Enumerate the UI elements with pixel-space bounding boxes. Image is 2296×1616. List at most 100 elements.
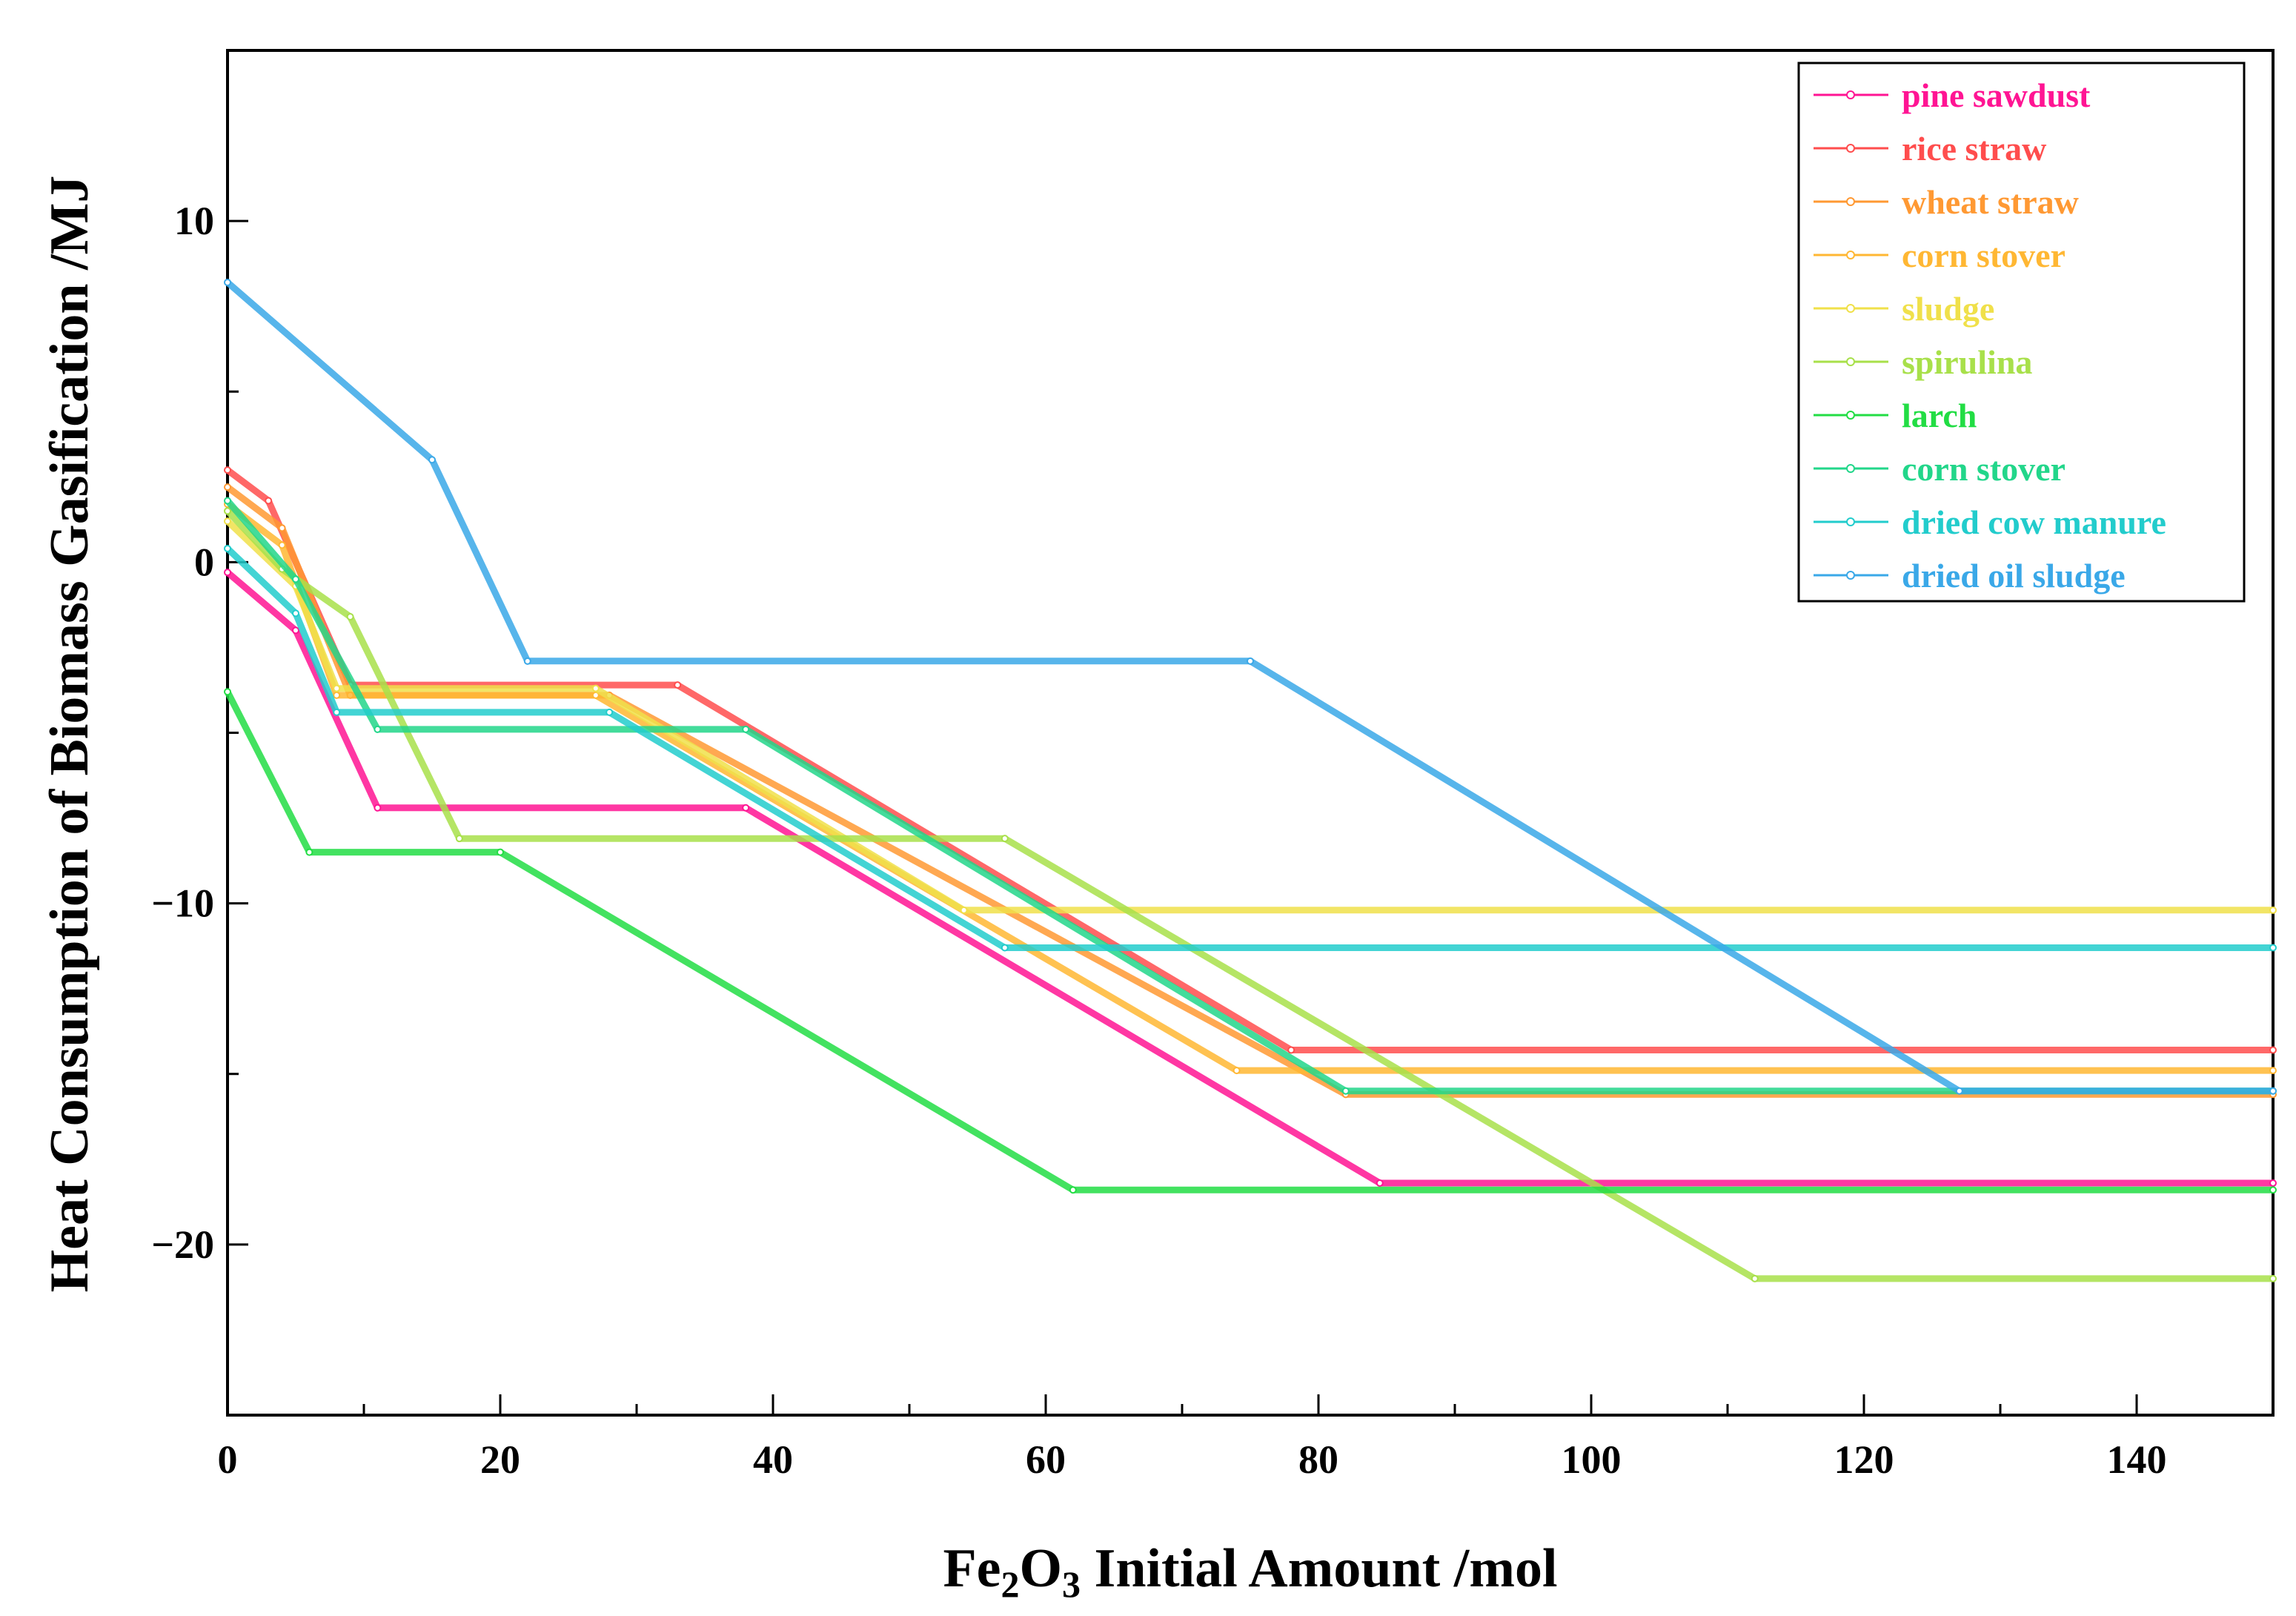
series-point <box>292 609 299 617</box>
legend: pine sawdust rice straw wheat straw corn st… <box>1797 62 2246 603</box>
legend-label: pine sawdust <box>1902 76 2091 114</box>
legend-swatch-marker <box>1846 197 1855 206</box>
series-line-5 <box>224 517 2277 914</box>
legend-swatch-marker <box>1846 251 1855 259</box>
series-point <box>674 681 682 689</box>
series-point <box>224 278 231 286</box>
x-axis-title: Fe2O3 Initial Amount /mol <box>943 1538 1557 1605</box>
series-point <box>742 804 750 812</box>
series-point <box>1069 1186 1077 1194</box>
legend-label: spirulina <box>1902 343 2032 381</box>
legend-swatch-marker <box>1846 411 1855 420</box>
series-point <box>1232 1067 1241 1075</box>
legend-label: sludge <box>1902 290 1994 328</box>
series-point <box>960 906 968 914</box>
series-point <box>292 626 299 635</box>
y-tick-label: −10 <box>151 881 214 926</box>
y-tick-label: −20 <box>151 1222 214 1267</box>
series-point <box>333 691 341 699</box>
series-line-2 <box>224 466 2277 1053</box>
series-point <box>224 544 231 552</box>
series-point <box>224 688 231 696</box>
series-line-6 <box>224 507 2277 1282</box>
series-point <box>591 684 600 692</box>
series-point <box>278 524 286 532</box>
x-axis-title-sub1: 2 <box>1001 1563 1019 1605</box>
series-point <box>224 497 231 505</box>
series-point <box>2269 1067 2277 1075</box>
x-axis-title-base: Fe <box>943 1538 1001 1599</box>
legend-label: larch <box>1902 397 1977 434</box>
series-point <box>2269 906 2277 914</box>
series-point <box>2269 1087 2277 1095</box>
series-line-1 <box>224 569 2277 1187</box>
series-point <box>224 517 231 526</box>
series-point <box>374 725 382 733</box>
legend-swatch-marker <box>1846 304 1855 313</box>
series-point <box>1341 1087 1350 1095</box>
series-point <box>2269 944 2277 952</box>
series-point <box>278 541 286 549</box>
y-axis-title: Heat Consumption of Biomass Gasification… <box>39 176 100 1293</box>
series-line-9 <box>224 545 2277 951</box>
series-point <box>2269 1186 2277 1194</box>
series-line-7 <box>224 688 2277 1193</box>
x-tick-label: 0 <box>218 1437 238 1482</box>
x-tick-label: 40 <box>753 1437 793 1482</box>
series-point <box>1751 1274 1759 1282</box>
series-point <box>305 848 313 856</box>
series-point <box>2269 1179 2277 1188</box>
series-point <box>2269 1274 2277 1282</box>
series-point <box>2269 1046 2277 1054</box>
series-point <box>224 507 231 515</box>
x-axis-title-sub2: 3 <box>1062 1563 1081 1605</box>
series-point <box>224 569 231 577</box>
legend-label: wheat straw <box>1902 183 2079 221</box>
x-tick-label: 20 <box>480 1437 520 1482</box>
x-tick-label: 100 <box>1562 1437 1622 1482</box>
series-point <box>1247 657 1254 665</box>
series-point <box>1287 1046 1295 1054</box>
legend-label: corn stover <box>1902 236 2066 274</box>
series-point <box>497 848 504 856</box>
series-line-8 <box>224 497 2277 1095</box>
series-point <box>374 804 382 812</box>
legend-swatch-marker <box>1846 464 1855 473</box>
series-point <box>333 708 341 716</box>
legend-label: rice straw <box>1902 130 2046 168</box>
series-point <box>1955 1087 1963 1095</box>
series-point <box>224 466 231 474</box>
legend-label: dried oil sludge <box>1902 557 2126 595</box>
series-point <box>265 497 273 505</box>
y-tick-label: 10 <box>174 199 214 243</box>
series-point <box>1376 1179 1384 1188</box>
x-axis-title-rest: Initial Amount /mol <box>1081 1538 1558 1599</box>
x-tick-label: 120 <box>1834 1437 1894 1482</box>
legend-label: dried cow manure <box>1902 503 2166 541</box>
series-point <box>742 725 750 733</box>
series-layer <box>224 278 2277 1282</box>
series-point <box>224 483 231 491</box>
series-line-10 <box>224 279 2277 1095</box>
axis-ticks <box>228 219 2138 1415</box>
y-tick-label: 0 <box>194 540 214 584</box>
legend-box <box>1797 62 2246 603</box>
series-point <box>292 575 299 583</box>
legend-swatch-marker <box>1846 571 1855 580</box>
x-tick-label: 80 <box>1298 1437 1338 1482</box>
series-line-4 <box>224 500 2277 1074</box>
series-point <box>1001 835 1009 843</box>
legend-swatch-marker <box>1846 144 1855 153</box>
series-point <box>1001 944 1009 952</box>
series-point <box>455 835 463 843</box>
series-point <box>523 657 531 665</box>
legend-swatch-marker <box>1846 517 1855 526</box>
series-point <box>428 456 436 464</box>
legend-swatch-marker <box>1846 357 1855 366</box>
legend-label: corn stover <box>1902 450 2066 488</box>
series-point <box>333 684 341 692</box>
x-tick-label: 60 <box>1026 1437 1066 1482</box>
legend-swatch-marker <box>1846 90 1855 99</box>
